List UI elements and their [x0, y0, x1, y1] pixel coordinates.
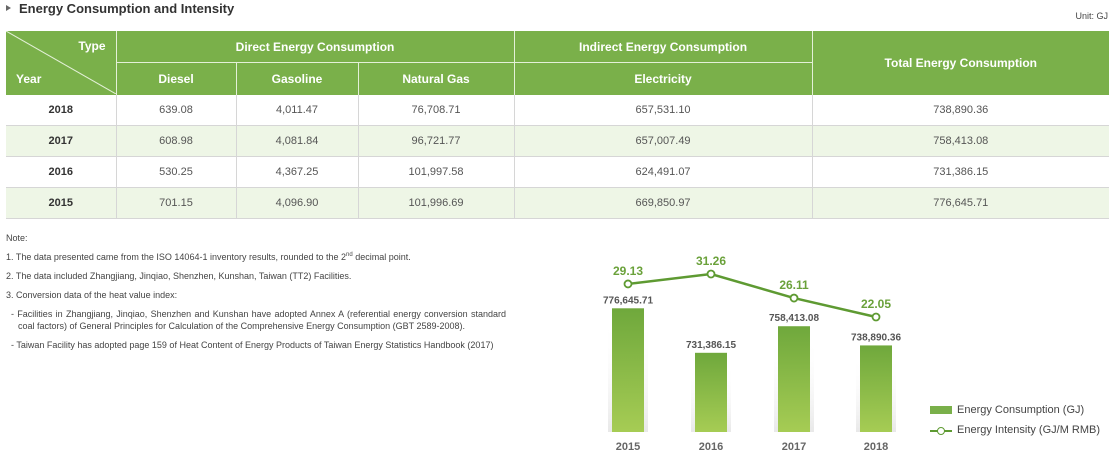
intensity-point	[789, 293, 799, 303]
cell-year: 2015	[6, 187, 116, 219]
note-3: 3. Conversion data of the heat value ind…	[6, 290, 178, 300]
cell-total: 738,890.36	[811, 95, 1110, 126]
legend-line-swatch	[930, 426, 952, 435]
bar-2015	[612, 308, 644, 432]
bar-value-label: 731,386.15	[686, 340, 736, 351]
cell-diesel: 701.15	[115, 187, 236, 219]
intensity-value-label: 26.11	[779, 278, 809, 292]
note-3a: - Facilities in Zhangjiang, Jinqiao, She…	[11, 309, 506, 331]
bar-value-label: 776,645.71	[603, 295, 653, 306]
bars-layer	[612, 308, 892, 432]
header-total-energy: Total Energy Consumption	[811, 31, 1110, 95]
triangle-bullet-icon	[6, 5, 11, 11]
cell-diesel: 639.08	[115, 95, 236, 126]
cell-electricity: 657,531.10	[513, 95, 813, 126]
cell-year: 2016	[6, 156, 116, 188]
note-1: 1. The data presented came from the ISO …	[6, 251, 506, 263]
intensity-point	[706, 269, 716, 279]
energy-chart: 776,645.71 731,386.15 758,413.08 738,890.36…	[603, 254, 901, 453]
cell-total: 731,386.15	[811, 156, 1110, 188]
bar-2017	[778, 326, 810, 432]
intensity-point	[871, 312, 881, 322]
intensity-value-label: 29.13	[613, 264, 643, 278]
cell-natural-gas: 76,708.71	[357, 95, 515, 126]
notes-block: Note: 1. The data presented came from th…	[6, 232, 506, 358]
cell-gasoline: 4,096.90	[235, 187, 358, 219]
chart-legend: Energy Consumption (GJ) Energy Intensity…	[930, 400, 1100, 440]
cell-natural-gas: 101,996.69	[357, 187, 515, 219]
corner-type-label: Type	[78, 39, 106, 53]
intensity-point	[623, 279, 633, 289]
header-indirect-energy: Indirect Energy Consumption	[513, 31, 813, 63]
x-tick-label: 2017	[782, 441, 806, 453]
corner-year-label: Year	[16, 72, 42, 86]
cell-gasoline: 4,011.47	[235, 95, 358, 126]
bar-2018	[860, 345, 892, 432]
bar-labels-layer: 776,645.71 731,386.15 758,413.08 738,890.36	[603, 295, 901, 351]
table-row: 2017 608.98 4,081.84 96,721.77 657,007.4…	[6, 125, 1110, 157]
legend-item-intensity: Energy Intensity (GJ/M RMB)	[930, 420, 1100, 440]
bar-value-label: 758,413.08	[769, 313, 819, 324]
cell-gasoline: 4,081.84	[235, 125, 358, 157]
header-gasoline: Gasoline	[235, 62, 358, 95]
cell-electricity: 624,491.07	[513, 156, 813, 188]
header-electricity: Electricity	[513, 62, 813, 95]
cell-total: 758,413.08	[811, 125, 1110, 157]
intensity-value-label: 22.05	[861, 297, 891, 311]
header-direct-energy: Direct Energy Consumption	[115, 31, 515, 63]
note-1-superscript: nd	[346, 252, 353, 258]
cell-year: 2018	[6, 95, 116, 126]
x-tick-label: 2018	[864, 441, 888, 453]
cell-year: 2017	[6, 125, 116, 157]
intensity-line-layer: 29.13 31.26 26.11 22.05	[613, 254, 891, 322]
section-heading: Energy Consumption and Intensity	[6, 0, 234, 16]
x-tick-label: 2016	[699, 441, 723, 453]
header-natural-gas: Natural Gas	[357, 62, 515, 95]
cell-diesel: 608.98	[115, 125, 236, 157]
cell-gasoline: 4,367.25	[235, 156, 358, 188]
note-1-tail: decimal point.	[352, 252, 411, 262]
header-diesel: Diesel	[115, 62, 236, 95]
legend-line-label: Energy Intensity (GJ/M RMB)	[957, 424, 1101, 436]
notes-heading: Note:	[6, 233, 28, 243]
table-row: 2015 701.15 4,096.90 101,996.69 669,850.…	[6, 187, 1110, 219]
x-axis-labels: 2015 2016 2017 2018	[616, 441, 888, 453]
intensity-value-label: 31.26	[696, 254, 726, 268]
legend-bar-label: Energy Consumption (GJ)	[957, 404, 1085, 416]
intensity-line	[627, 272, 877, 319]
cell-natural-gas: 101,997.58	[357, 156, 515, 188]
diagonal-divider	[6, 31, 116, 94]
note-1-text: 1. The data presented came from the ISO …	[6, 252, 347, 262]
bar-value-label: 738,890.36	[851, 332, 901, 343]
legend-bar-swatch	[930, 406, 952, 414]
energy-table: Type Year Direct Energy Consumption Indi…	[6, 31, 1110, 219]
table-row: 2018 639.08 4,011.47 76,708.71 657,531.1…	[6, 95, 1110, 126]
legend-item-consumption: Energy Consumption (GJ)	[930, 400, 1100, 420]
table-corner-header: Type Year	[6, 31, 116, 95]
page-title: Energy Consumption and Intensity	[19, 0, 235, 16]
cell-electricity: 657,007.49	[513, 125, 813, 157]
cell-electricity: 669,850.97	[513, 187, 813, 219]
cell-diesel: 530.25	[115, 156, 236, 188]
cell-natural-gas: 96,721.77	[357, 125, 515, 157]
x-tick-label: 2015	[616, 441, 640, 453]
bar-2016	[695, 352, 727, 432]
unit-label: Unit: GJ	[1075, 11, 1108, 21]
table-row: 2016 530.25 4,367.25 101,997.58 624,491.…	[6, 156, 1110, 188]
cell-total: 776,645.71	[811, 187, 1110, 219]
note-2: 2. The data included Zhangjiang, Jinqiao…	[6, 271, 352, 281]
note-3b: - Taiwan Facility has adopted page 159 o…	[11, 340, 494, 350]
